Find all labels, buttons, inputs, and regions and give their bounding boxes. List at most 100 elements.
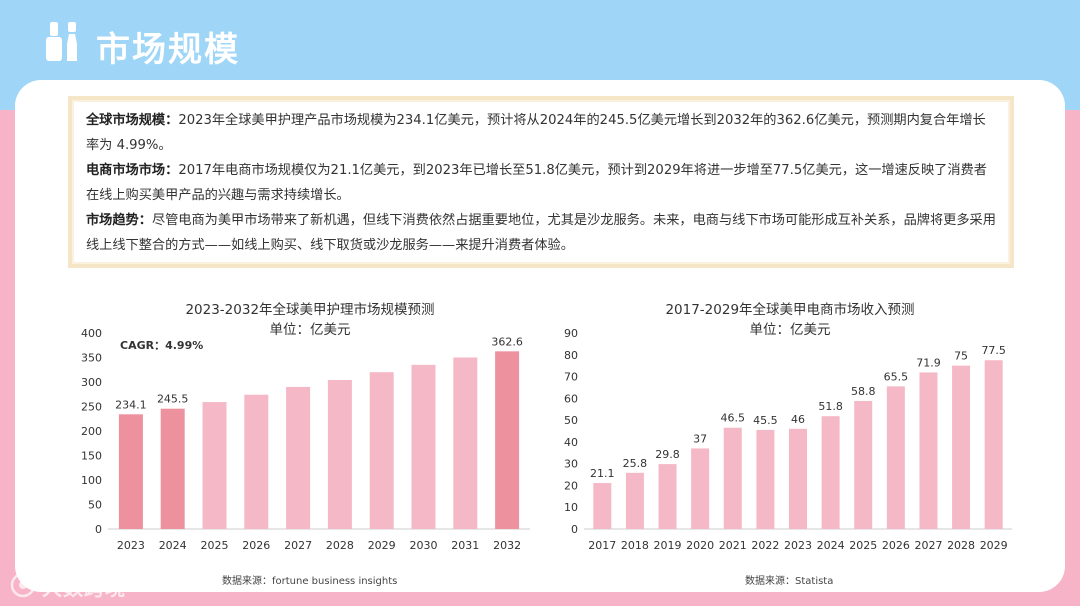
page-title: 市场规模	[96, 30, 240, 70]
x-tick-label: 2028	[326, 539, 354, 552]
y-tick-label: 10	[564, 501, 578, 514]
data-label-2023: 234.1	[115, 398, 146, 411]
y-tick-label: 70	[564, 371, 578, 384]
page-header: 市场规模	[0, 0, 1080, 80]
bar-2025	[202, 402, 227, 529]
paragraph-market-trend: 市场趋势：尽管电商为美甲市场带来了新机遇，但线下消费依然占据重要地位，尤其是沙龙…	[86, 208, 996, 258]
data-label-2021: 46.5	[721, 412, 746, 425]
bar-2027	[286, 386, 311, 529]
x-tick-label: 2019	[654, 539, 682, 552]
bar-2019	[658, 464, 677, 529]
bar-2020	[691, 448, 710, 529]
nail-polish-icon	[46, 22, 77, 61]
x-tick-label: 2021	[719, 539, 747, 552]
paragraph-label: 全球市场规模：	[86, 113, 179, 128]
market-size-bar-chart: CAGR：4.99% 0 50 100 150 200 250 300 350 400 234.…	[81, 327, 530, 552]
y-tick-label: 0	[571, 523, 578, 536]
bar-2028	[327, 380, 352, 529]
bars	[118, 351, 520, 529]
bar-2021	[723, 427, 742, 529]
data-labels: 21.1 25.8 29.8 37 46.5 45.5 46 51.8 58.8 65.5 71.9…	[590, 344, 1006, 480]
bar-2023	[789, 428, 807, 529]
watermark-text: 大数跨境	[42, 576, 126, 600]
chart1-subtitle: 单位：亿美元	[269, 322, 351, 338]
data-label-2032: 362.6	[491, 335, 522, 348]
x-tick-label: 2025	[201, 539, 229, 552]
chart2-subtitle: 单位：亿美元	[749, 322, 831, 338]
x-tick-label: 2024	[159, 539, 187, 552]
chart1-source: 数据来源：fortune business insights	[222, 576, 398, 587]
y-tick-label: 0	[95, 523, 102, 536]
y-tick-label: 350	[81, 352, 102, 365]
y-tick-label: 40	[564, 436, 578, 449]
x-tick-label: 2023	[784, 539, 812, 552]
data-label-2020: 37	[693, 432, 707, 445]
y-tick-label: 100	[81, 474, 102, 487]
chart2-title-block: 2017-2029年全球美甲电商市场收入预测 单位：亿美元	[630, 298, 950, 338]
bar-2031	[453, 357, 478, 529]
chart2-source: 数据来源：Statista	[745, 576, 834, 587]
x-tick-label: 2028	[947, 539, 975, 552]
paragraph-text: 2023年全球美甲护理产品市场规模为234.1亿美元，预计将从2024年的245…	[86, 113, 986, 153]
y-tick-label: 50	[88, 499, 102, 512]
x-tick-label: 2027	[914, 539, 942, 552]
data-label-2022: 45.5	[753, 414, 778, 427]
y-axis-ticks: 0 10 20 30 40 50 60 70 80 90	[564, 327, 578, 536]
bar-2024	[821, 416, 840, 529]
bar-2026	[244, 394, 269, 529]
data-label-2026: 65.5	[884, 370, 909, 383]
ecommerce-revenue-bar-chart: 0 10 20 30 40 50 60 70 80 90 21.1 25.8 29.8 37 46.5 45…	[564, 327, 1012, 552]
x-tick-label: 2026	[882, 539, 910, 552]
data-label-2024: 51.8	[818, 400, 843, 413]
bars	[593, 360, 1003, 529]
bar-2029	[984, 360, 1003, 529]
data-label-2024: 245.5	[157, 393, 189, 406]
x-tick-label: 2024	[817, 539, 845, 552]
y-tick-label: 150	[81, 450, 102, 463]
x-axis-ticks: 2017 2018 2019 2020 2021 2022 2023 2024 2025 2026…	[588, 539, 1007, 552]
x-tick-label: 2026	[242, 539, 270, 552]
y-tick-label: 250	[81, 401, 102, 414]
data-label-2023: 46	[791, 413, 805, 426]
bar-2023	[118, 414, 143, 529]
x-tick-label: 2020	[686, 539, 714, 552]
paragraph-label: 电商市场市场：	[86, 163, 179, 178]
bar-2022	[756, 429, 775, 529]
data-label-2019: 29.8	[655, 448, 680, 461]
y-tick-label: 20	[564, 479, 578, 492]
x-tick-label: 2029	[980, 539, 1008, 552]
cagr-annotation: CAGR：4.99%	[120, 339, 203, 352]
x-tick-label: 2029	[368, 539, 396, 552]
chart1-title-block: 2023-2032年全球美甲护理市场规模预测 单位：亿美元	[150, 298, 470, 338]
bar-2030	[411, 364, 436, 529]
bar-2026	[886, 386, 905, 529]
x-tick-label: 2030	[410, 539, 438, 552]
y-tick-label: 80	[564, 349, 578, 362]
paragraph-ecommerce-market: 电商市场市场：2017年电商市场规模仅为21.1亿美元，到2023年已增长至51…	[86, 158, 996, 208]
paragraph-label: 市场趋势：	[86, 213, 152, 228]
x-tick-label: 2032	[493, 539, 521, 552]
bar-2017	[593, 483, 612, 529]
chart1-title: 2023-2032年全球美甲护理市场规模预测	[185, 302, 435, 318]
data-label-2028: 75	[954, 350, 968, 363]
data-label-2017: 21.1	[590, 467, 615, 480]
paragraph-global-market: 全球市场规模：2023年全球美甲护理产品市场规模为234.1亿美元，预计将从20…	[86, 108, 996, 158]
x-tick-label: 2027	[284, 539, 312, 552]
data-label-2025: 58.8	[851, 385, 876, 398]
x-axis-ticks: 2023 2024 2025 2026 2027 2028 2029 2030 2031 2032	[117, 539, 521, 552]
brand-logo-icon	[10, 572, 36, 598]
bar-2024	[160, 408, 185, 529]
y-tick-label: 300	[81, 376, 102, 389]
bar-2027	[919, 372, 938, 529]
x-tick-label: 2031	[451, 539, 479, 552]
data-label-2029: 77.5	[981, 344, 1006, 357]
x-tick-label: 2017	[588, 539, 616, 552]
x-tick-label: 2018	[621, 539, 649, 552]
data-label-2018: 25.8	[623, 457, 648, 470]
bar-2018	[625, 472, 644, 529]
y-axis-ticks: 0 50 100 150 200 250 300 350 400	[81, 327, 102, 536]
y-tick-label: 90	[564, 327, 578, 340]
paragraph-text: 尽管电商为美甲市场带来了新机遇，但线下消费依然占据重要地位，尤其是沙龙服务。未来…	[86, 213, 996, 253]
bar-2029	[369, 372, 394, 529]
y-tick-label: 400	[81, 327, 102, 340]
